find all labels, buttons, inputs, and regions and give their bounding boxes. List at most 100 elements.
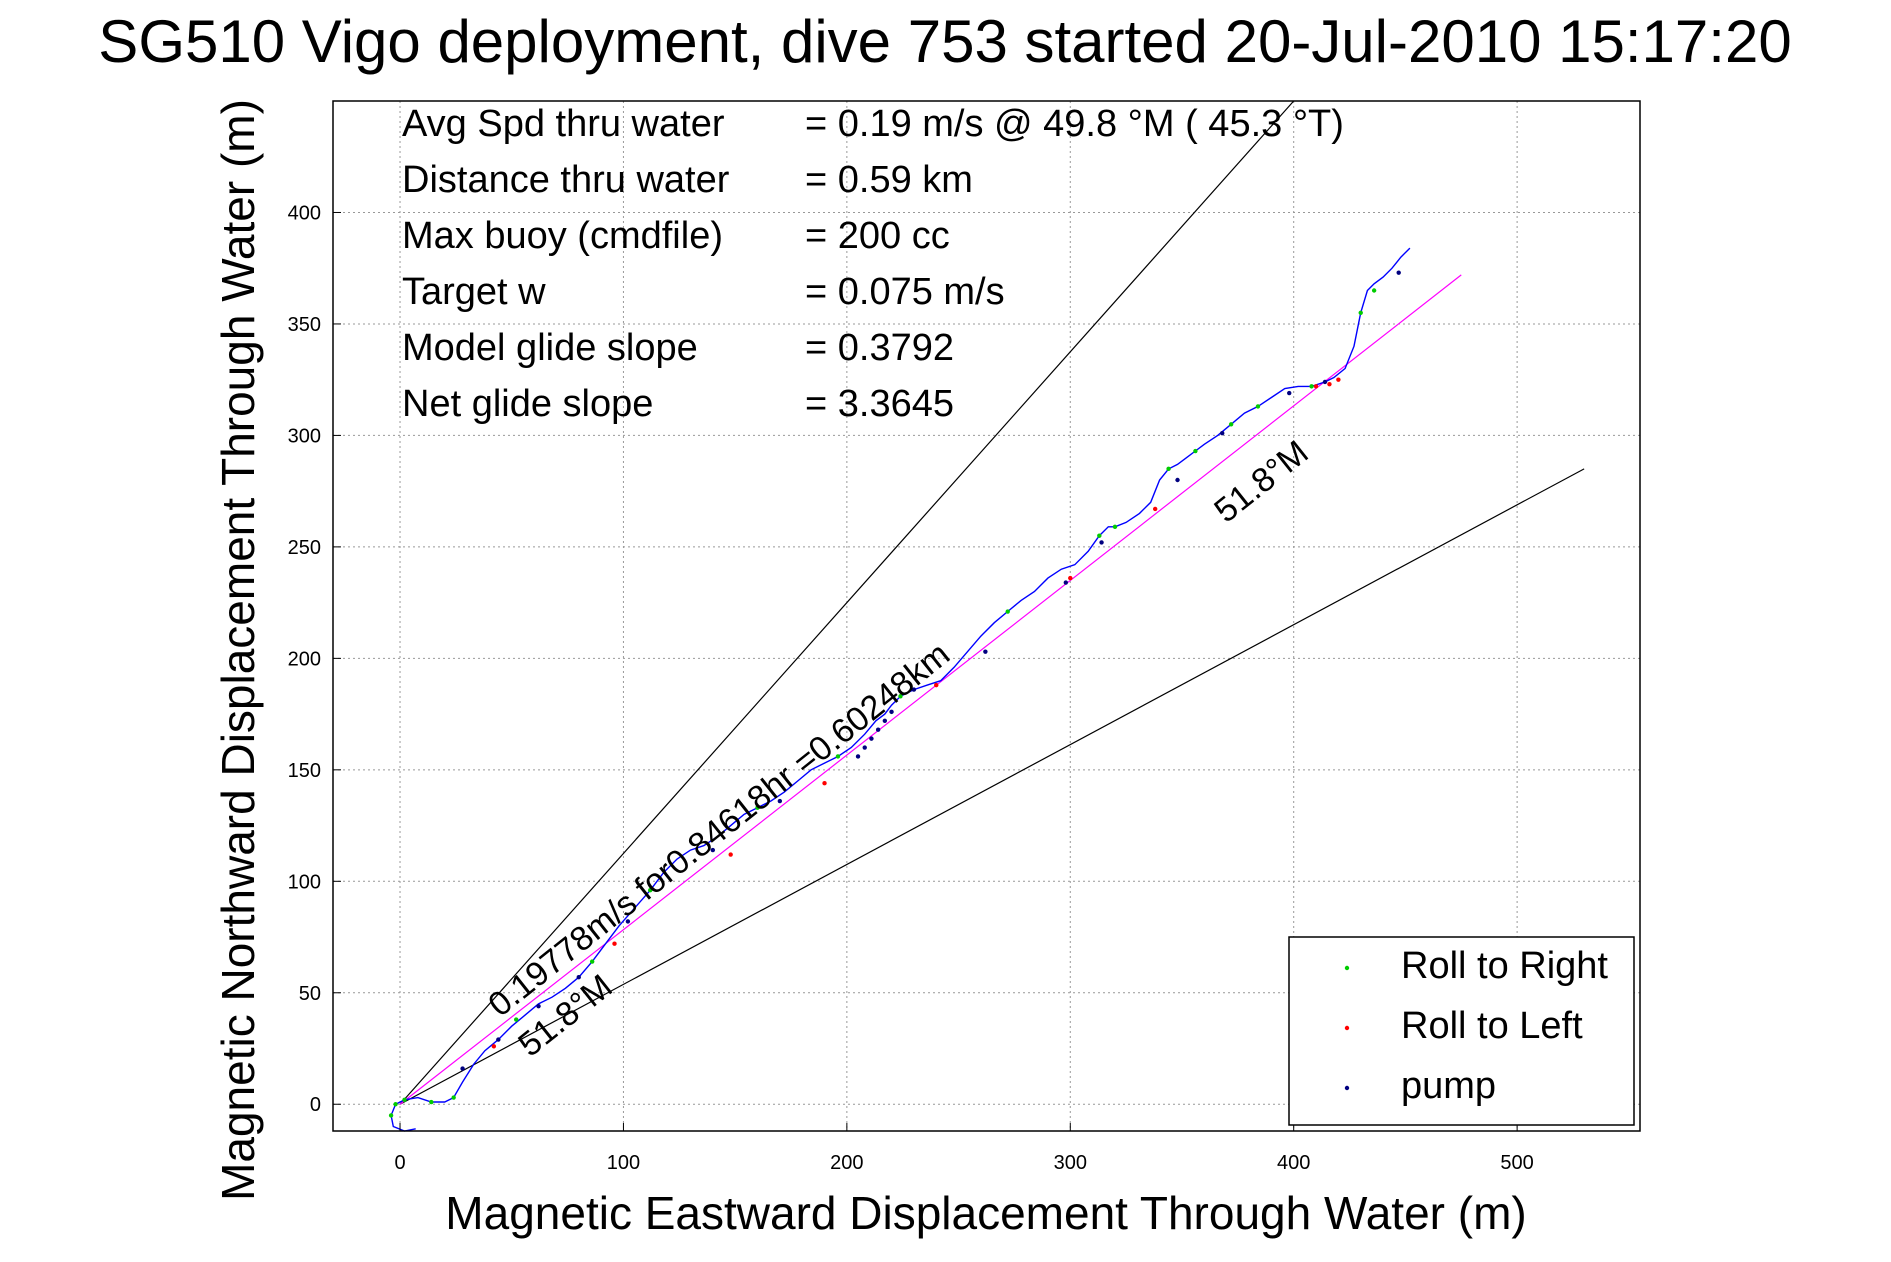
point-pump — [1322, 379, 1328, 385]
point-roll-to-right — [1309, 384, 1314, 389]
x-tick-label: 200 — [830, 1152, 863, 1174]
y-tick-label: 0 — [310, 1094, 321, 1116]
point-pump — [576, 974, 581, 980]
reference-line — [399, 100, 1295, 1105]
legend-entry: Roll to Left — [1401, 1005, 1583, 1047]
series-line-track — [390, 247, 1411, 1132]
legend-marker — [1344, 1025, 1350, 1031]
y-axis-ticks: 0 50 100 150 200 250 300 350 400 — [288, 202, 341, 1116]
info-label: Avg Spd thru water — [402, 103, 725, 145]
point-roll-to-right — [835, 754, 841, 759]
point-roll-to-left — [612, 941, 617, 946]
point-pump — [911, 687, 917, 692]
point-pump — [496, 1037, 501, 1042]
point-roll-to-right — [1112, 524, 1118, 530]
point-pump — [862, 745, 867, 750]
info-value: = 0.3792 — [805, 327, 954, 369]
info-value: = 200 cc — [805, 215, 950, 257]
point-pump — [1396, 270, 1401, 275]
series-layer — [388, 247, 1411, 1132]
info-label: Target w — [402, 271, 546, 313]
x-tick-label: 100 — [607, 1152, 640, 1174]
point-roll-to-right — [1097, 533, 1102, 538]
point-pump — [1099, 540, 1104, 545]
point-roll-to-right — [1255, 404, 1261, 409]
info-value: = 0.075 m/s — [805, 271, 1005, 313]
point-pump — [855, 754, 861, 759]
info-value: = 0.19 m/s @ 49.8 °M ( 45.3 °T) — [805, 103, 1344, 145]
point-pump — [869, 736, 874, 741]
legend-box — [1288, 936, 1635, 1126]
point-pump — [777, 798, 783, 804]
y-tick-label: 250 — [288, 537, 321, 559]
point-pump — [1175, 477, 1180, 483]
reference-line — [399, 468, 1585, 1105]
legend-entry: Roll to Right — [1401, 945, 1608, 987]
legend-marker — [1344, 1085, 1350, 1091]
x-axis-ticks: 0 100 200 300 400 500 — [394, 1123, 1534, 1174]
x-tick-label: 300 — [1054, 1152, 1087, 1174]
point-roll-to-right — [1193, 448, 1198, 454]
legend-marker — [1344, 965, 1350, 971]
point-roll-to-right — [1228, 422, 1234, 427]
point-roll-to-right — [648, 888, 653, 893]
point-roll-to-left — [728, 852, 733, 857]
y-axis-label: Magnetic Northward Displacement Through … — [212, 99, 264, 1201]
point-pump — [1063, 580, 1069, 585]
heading-label-upper: 51.8°M — [1207, 433, 1315, 530]
legend-entry: pump — [1401, 1065, 1496, 1107]
y-tick-label: 150 — [288, 760, 321, 782]
point-pump — [983, 649, 988, 654]
point-pump — [1287, 390, 1292, 396]
reference-lines — [399, 100, 1585, 1105]
point-pump — [889, 709, 894, 715]
point-roll-to-right — [1005, 609, 1010, 614]
point-roll-to-right — [1166, 466, 1171, 472]
point-pump — [710, 847, 716, 853]
y-tick-label: 200 — [288, 648, 321, 670]
info-value: = 0.59 km — [805, 159, 973, 201]
point-roll-to-right — [393, 1102, 398, 1107]
point-pump — [882, 718, 888, 723]
point-pump — [1220, 430, 1225, 436]
point-roll-to-right — [388, 1113, 394, 1118]
point-roll-to-left — [1336, 377, 1341, 382]
point-roll-to-left — [491, 1044, 497, 1049]
point-roll-to-right — [514, 1017, 519, 1022]
x-tick-label: 400 — [1277, 1152, 1310, 1174]
y-tick-label: 100 — [288, 871, 321, 893]
reference-line — [399, 274, 1462, 1105]
y-tick-label: 300 — [288, 425, 321, 447]
point-roll-to-right — [898, 694, 903, 699]
info-label: Max buoy (cmdfile) — [402, 215, 723, 257]
x-tick-label: 500 — [1500, 1152, 1533, 1174]
point-pump — [460, 1066, 465, 1071]
point-roll-to-right — [429, 1099, 434, 1105]
y-tick-label: 400 — [288, 202, 321, 224]
info-value: = 3.3645 — [805, 383, 954, 425]
point-roll-to-right — [402, 1097, 407, 1102]
point-roll-to-left — [822, 781, 827, 786]
y-tick-label: 50 — [299, 983, 321, 1005]
speed-annotation: 0.19778m/s for0.84618hr =0.60248km — [481, 635, 957, 1024]
point-pump — [536, 1003, 541, 1009]
y-tick-label: 350 — [288, 314, 321, 336]
point-roll-to-left — [1313, 384, 1319, 389]
point-roll-to-right — [1358, 310, 1363, 315]
point-roll-to-right — [1371, 288, 1377, 293]
legend: Roll to Right Roll to Left pump — [1288, 936, 1635, 1126]
info-panel: Avg Spd thru water = 0.19 m/s @ 49.8 °M (… — [402, 103, 1344, 425]
point-roll-to-right — [451, 1095, 456, 1100]
point-roll-to-right — [589, 959, 595, 964]
info-label: Model glide slope — [402, 327, 698, 369]
x-axis-label: Magnetic Eastward Displacement Through W… — [445, 1187, 1526, 1239]
point-roll-to-left — [1068, 575, 1073, 581]
point-roll-to-right — [755, 805, 760, 810]
point-pump — [875, 727, 881, 732]
plot-frame — [332, 100, 1641, 1132]
point-pump — [625, 919, 631, 924]
info-label: Distance thru water — [402, 159, 730, 201]
grid-lines — [333, 101, 1640, 1131]
chart-title: SG510 Vigo deployment, dive 753 started … — [98, 8, 1791, 75]
